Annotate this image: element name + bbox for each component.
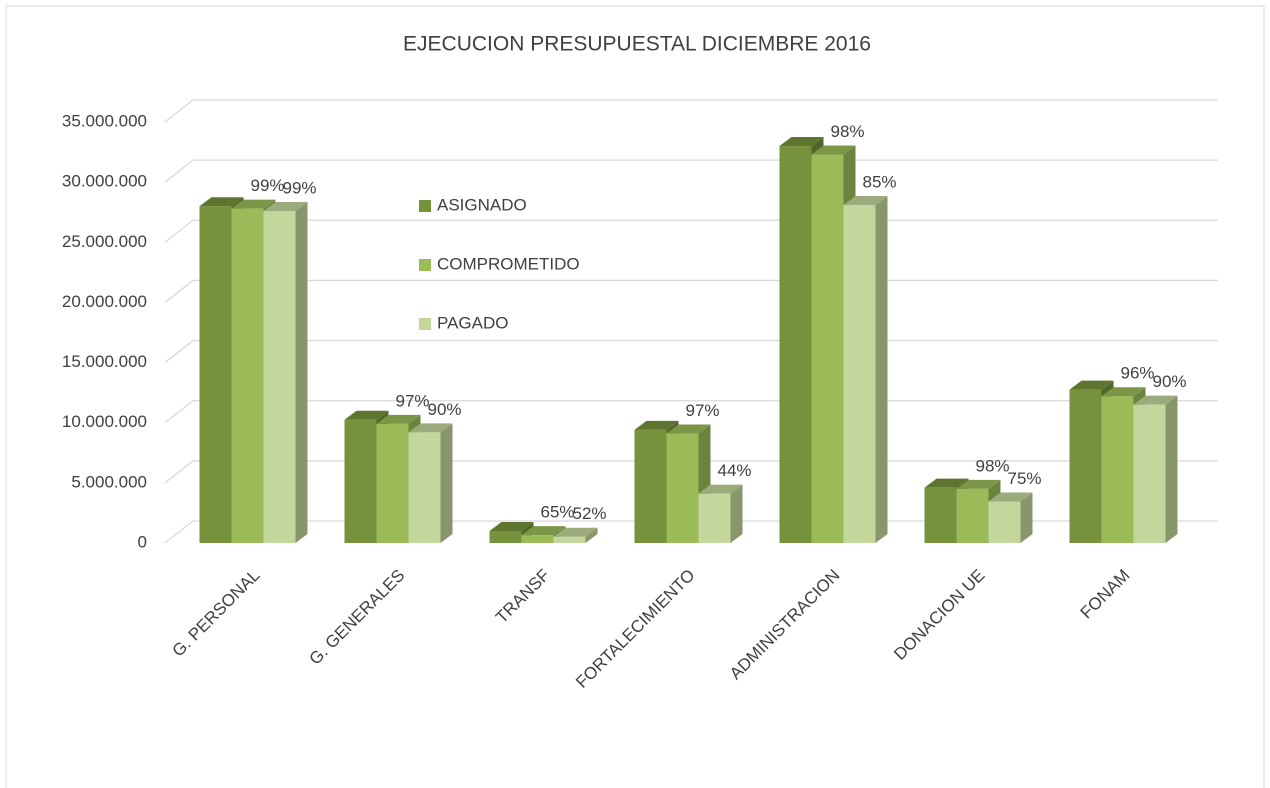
bar-side (440, 423, 453, 543)
bar (263, 202, 308, 544)
bar (988, 492, 1033, 543)
bar-front (698, 493, 731, 543)
bar-front (1101, 396, 1134, 543)
bar-front (521, 535, 554, 543)
bar-top (553, 527, 598, 537)
bar-top (199, 197, 244, 207)
bar-top (489, 521, 534, 531)
bar-front (666, 433, 699, 543)
y-tick-label: 20.000.000 (62, 292, 147, 311)
bar-top (231, 199, 276, 209)
bar-top (1133, 395, 1178, 405)
bar-front (263, 211, 296, 544)
bar-top (779, 137, 824, 147)
bar-side (1165, 395, 1178, 543)
bar-top (811, 145, 856, 155)
bar-front (199, 206, 232, 543)
chart-title: EJECUCION PRESUPUESTAL DICIEMBRE 2016 (403, 33, 871, 56)
bar (666, 424, 711, 543)
data-label: 85% (862, 172, 896, 191)
bar-side (295, 202, 308, 544)
bar-front (843, 204, 876, 544)
data-label: 90% (1152, 372, 1186, 391)
bar-top (1101, 387, 1146, 397)
data-label: 99% (250, 176, 284, 195)
bar (698, 484, 743, 543)
y-tick-label: 35.000.000 (62, 111, 147, 130)
bar-top (408, 423, 453, 433)
y-tick-label: 5.000.000 (71, 472, 147, 491)
grid-line (164, 99, 1218, 123)
bar (553, 527, 598, 543)
y-tick-label: 15.000.000 (62, 352, 147, 371)
bar-front (553, 536, 586, 543)
bar-top (988, 492, 1033, 502)
y-tick-label: 30.000.000 (62, 172, 147, 191)
bar-side (585, 527, 598, 543)
bar-front (231, 208, 264, 543)
data-label: 99% (282, 178, 316, 197)
data-label: 44% (717, 461, 751, 480)
bar-front (988, 501, 1021, 543)
bar-top (263, 202, 308, 212)
bar-top (666, 424, 711, 434)
bar-front (489, 530, 522, 543)
bar-front (924, 487, 957, 543)
bar (408, 423, 453, 543)
bar-front (956, 488, 989, 543)
bar-top (521, 526, 566, 536)
bar-top (634, 420, 679, 430)
bar-side (1020, 492, 1033, 543)
legend-swatch (419, 318, 431, 330)
legend-swatch (419, 200, 431, 212)
data-label: 90% (427, 400, 461, 419)
bar-front (344, 419, 377, 543)
bar-side (875, 195, 888, 544)
data-label: 97% (685, 401, 719, 420)
bar-front (376, 423, 409, 543)
bar-top (698, 484, 743, 494)
y-tick-label: 0 (138, 532, 147, 551)
data-label: 65% (540, 503, 574, 522)
data-label: 75% (1007, 469, 1041, 488)
bar-front (1069, 389, 1102, 543)
bar-top (1069, 380, 1114, 390)
bar (1133, 395, 1178, 543)
bar-top (843, 195, 888, 205)
data-label: 96% (1120, 364, 1154, 383)
y-tick-label: 10.000.000 (62, 412, 147, 431)
bar-top (956, 479, 1001, 489)
bar-front (811, 154, 844, 543)
bar-front (1133, 404, 1166, 543)
data-label: 98% (975, 456, 1009, 475)
bar-front (634, 429, 667, 543)
bar-top (376, 414, 421, 424)
bar-front (408, 432, 441, 543)
legend-label: COMPROMETIDO (437, 254, 580, 273)
data-label: 52% (572, 504, 606, 523)
legend-swatch (419, 259, 431, 271)
bar-side (730, 484, 743, 543)
legend-label: PAGADO (437, 313, 508, 332)
bar (843, 195, 888, 544)
legend-label: ASIGNADO (437, 195, 527, 214)
bar-top (924, 478, 969, 488)
grid-line (164, 159, 1218, 183)
data-label: 97% (395, 391, 429, 410)
y-tick-label: 25.000.000 (62, 232, 147, 251)
bar-front (779, 146, 812, 544)
bar-top (344, 410, 389, 420)
data-label: 98% (830, 122, 864, 141)
